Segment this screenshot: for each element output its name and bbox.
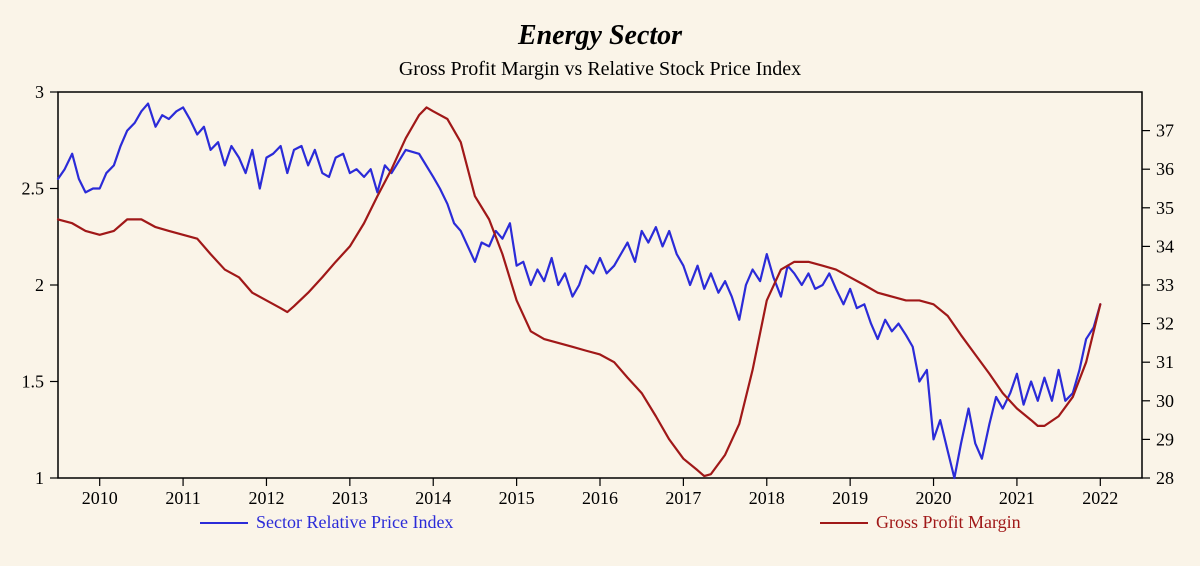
legend-label-price-index: Sector Relative Price Index <box>256 512 453 533</box>
legend-item-price-index: Sector Relative Price Index <box>200 512 453 533</box>
svg-text:1.5: 1.5 <box>22 372 45 392</box>
svg-text:1: 1 <box>35 468 44 488</box>
legend-swatch-gross-profit-margin <box>820 522 868 524</box>
svg-text:28: 28 <box>1156 468 1174 488</box>
svg-text:3: 3 <box>35 82 44 102</box>
svg-text:2016: 2016 <box>582 488 618 508</box>
legend-label-gross-profit-margin: Gross Profit Margin <box>876 512 1021 533</box>
svg-text:2019: 2019 <box>832 488 868 508</box>
svg-text:2.5: 2.5 <box>22 179 45 199</box>
svg-text:2010: 2010 <box>82 488 118 508</box>
svg-text:35: 35 <box>1156 198 1174 218</box>
chart-container: Energy Sector Gross Profit Margin vs Rel… <box>0 0 1200 566</box>
svg-text:2017: 2017 <box>665 488 701 508</box>
svg-text:2011: 2011 <box>165 488 200 508</box>
svg-text:34: 34 <box>1156 236 1174 256</box>
svg-text:2022: 2022 <box>1082 488 1118 508</box>
svg-text:37: 37 <box>1156 121 1174 141</box>
legend-item-gross-profit-margin: Gross Profit Margin <box>820 512 1021 533</box>
svg-text:2018: 2018 <box>749 488 785 508</box>
svg-text:2015: 2015 <box>499 488 535 508</box>
svg-text:31: 31 <box>1156 352 1174 372</box>
svg-text:36: 36 <box>1156 159 1174 179</box>
svg-text:33: 33 <box>1156 275 1174 295</box>
chart-plot: 1 1.5 2 2.5 3 28 29 30 31 32 33 34 35 36 37 2010 2011 201… <box>0 0 1200 566</box>
svg-text:2: 2 <box>35 275 44 295</box>
svg-text:2014: 2014 <box>415 488 451 508</box>
legend-swatch-price-index <box>200 522 248 524</box>
svg-text:32: 32 <box>1156 314 1174 334</box>
svg-text:2013: 2013 <box>332 488 368 508</box>
svg-text:30: 30 <box>1156 391 1174 411</box>
svg-text:2020: 2020 <box>916 488 952 508</box>
svg-text:29: 29 <box>1156 429 1174 449</box>
svg-text:2021: 2021 <box>999 488 1035 508</box>
svg-text:2012: 2012 <box>248 488 284 508</box>
